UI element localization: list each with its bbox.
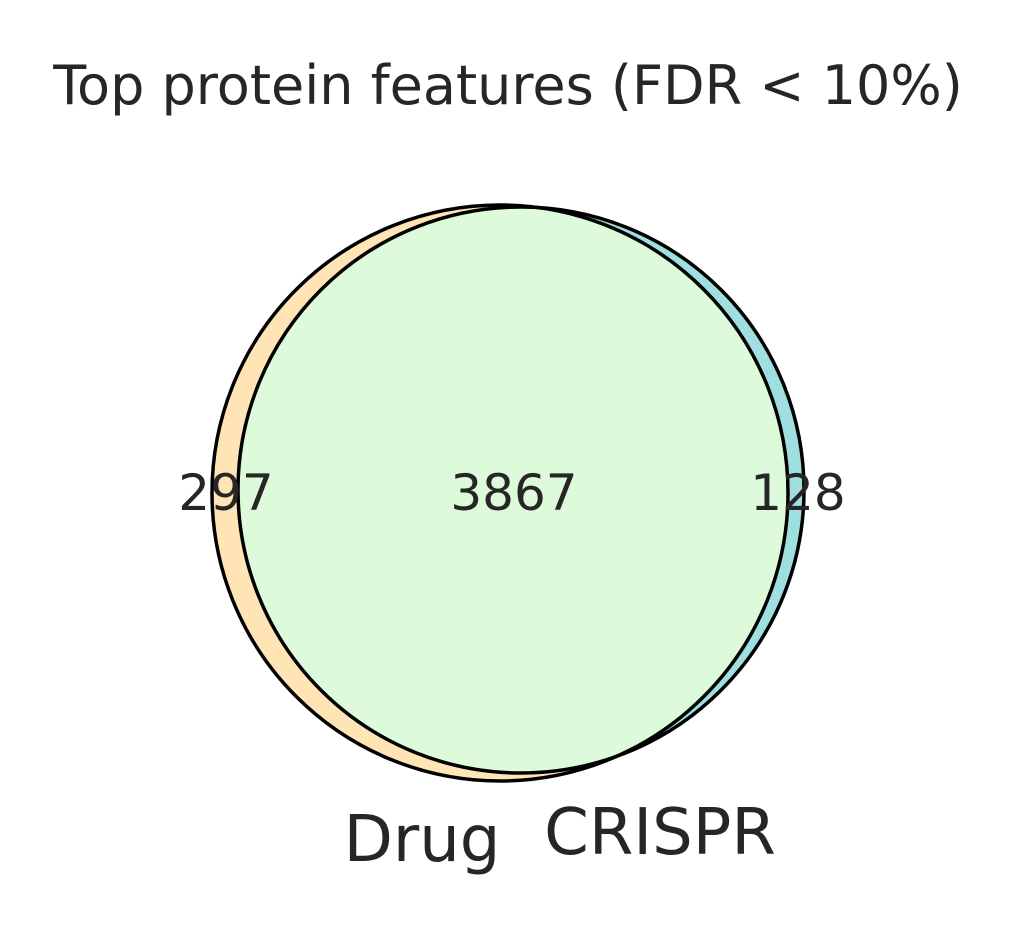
crispr-set-label: CRISPR	[544, 796, 776, 870]
drug-set-label: Drug	[344, 803, 501, 877]
intersection-count: 3867	[450, 464, 577, 522]
drug-only-count: 297	[178, 464, 273, 522]
drug-set-outline	[210, 203, 790, 783]
diagram-title: Top protein features (FDR < 10%)	[52, 54, 963, 117]
crispr-set-outline	[236, 205, 806, 775]
intersection-region	[238, 207, 788, 773]
crispr-only-count: 128	[750, 464, 845, 522]
